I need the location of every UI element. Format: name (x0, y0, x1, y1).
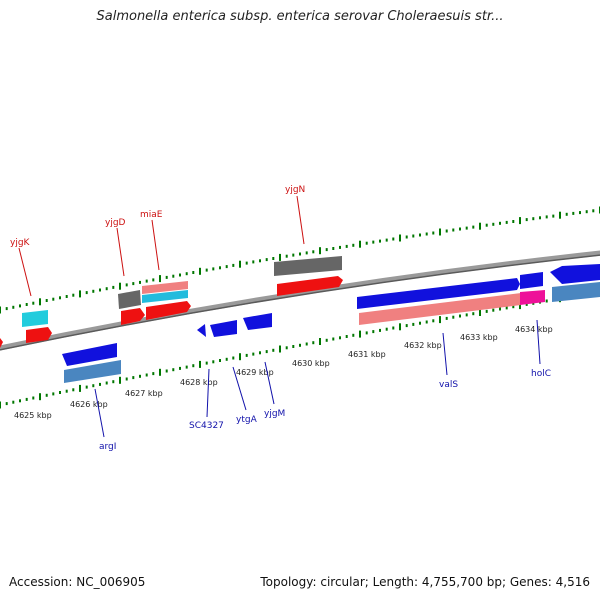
leader-line (296, 195, 305, 245)
leader-line (536, 319, 541, 365)
leader-line (116, 227, 125, 277)
tick-label: 4628 kbp (180, 378, 218, 387)
feature-blue-4[interactable] (243, 313, 272, 330)
leader-line (232, 366, 247, 411)
gene-label-ytgA[interactable]: ytgA (236, 415, 258, 425)
feature-cyan-2[interactable] (22, 310, 48, 327)
gene-label-yjgN[interactable]: yjgN (285, 185, 305, 195)
tick-label: 4631 kbp (348, 350, 386, 359)
genome-backbone-shadow (0, 254, 600, 351)
gene-label-yjgK[interactable]: yjgK (10, 238, 31, 248)
feature-red-4[interactable] (26, 327, 52, 343)
genome-backbone (0, 250, 600, 351)
tick-label: 4630 kbp (292, 359, 330, 368)
forward-gene-labels: yjgK yjgD miaE yjgN (10, 185, 305, 297)
leader-line (264, 361, 275, 405)
feature-blue-valS-top[interactable] (357, 278, 520, 309)
leader-line (442, 332, 448, 376)
reverse-gene-labels: argI SC4327 ytgA yjgM valS holC (94, 319, 551, 452)
feature-blue-argI[interactable] (62, 343, 117, 366)
topology-text: Topology: circular; Length: 4,755,700 bp… (260, 575, 590, 589)
feature-teal-argI[interactable] (64, 360, 121, 383)
gene-label-argI[interactable]: argI (99, 442, 116, 452)
tick-label: 4632 kbp (404, 341, 442, 350)
feature-blue-5[interactable] (210, 320, 237, 337)
feature-red-1[interactable] (277, 276, 343, 296)
tick-label: 4627 kbp (125, 389, 163, 398)
feature-pink-holC[interactable] (520, 290, 545, 305)
leader-line (151, 219, 160, 271)
accession-text: Accession: NC_006905 (9, 575, 146, 589)
leader-line (18, 247, 32, 297)
reverse-feature-track (62, 282, 600, 383)
tick-label: 4633 kbp (460, 333, 498, 342)
gene-label-yjgM[interactable]: yjgM (264, 409, 285, 419)
feature-gray-2[interactable] (274, 256, 342, 276)
tick-label: 4634 kbp (515, 325, 553, 334)
gene-label-holC[interactable]: holC (531, 369, 551, 379)
gene-label-yjgD[interactable]: yjgD (105, 218, 126, 228)
feature-blue-3[interactable] (550, 264, 600, 284)
feature-red-5[interactable] (0, 338, 3, 348)
feature-red-2[interactable] (146, 301, 191, 320)
feature-blue-2[interactable] (520, 272, 543, 289)
tick-labels: 4625 kbp 4626 kbp 4627 kbp 4628 kbp 4629… (14, 325, 553, 420)
feature-blue-6[interactable] (197, 324, 206, 337)
feature-salmon-1[interactable] (142, 281, 188, 294)
feature-cyan-1[interactable] (142, 290, 188, 303)
feature-teal-1[interactable] (552, 282, 600, 302)
outer-dotted-arc (0, 206, 600, 314)
gene-label-valS[interactable]: valS (439, 380, 458, 390)
tick-label: 4629 kbp (236, 368, 274, 377)
gene-label-miaE[interactable]: miaE (140, 210, 163, 220)
feature-salmon-valS[interactable] (359, 293, 521, 325)
map-title: Salmonella enterica subsp. enterica sero… (96, 9, 504, 24)
gene-label-SC4327[interactable]: SC4327 (189, 421, 224, 431)
tick-label: 4626 kbp (70, 400, 108, 409)
feature-gray-1[interactable] (118, 290, 141, 309)
tick-label: 4625 kbp (14, 411, 52, 420)
leader-line (94, 388, 105, 438)
leader-line (206, 368, 210, 418)
forward-feature-track (0, 256, 600, 348)
feature-red-3[interactable] (121, 308, 145, 325)
